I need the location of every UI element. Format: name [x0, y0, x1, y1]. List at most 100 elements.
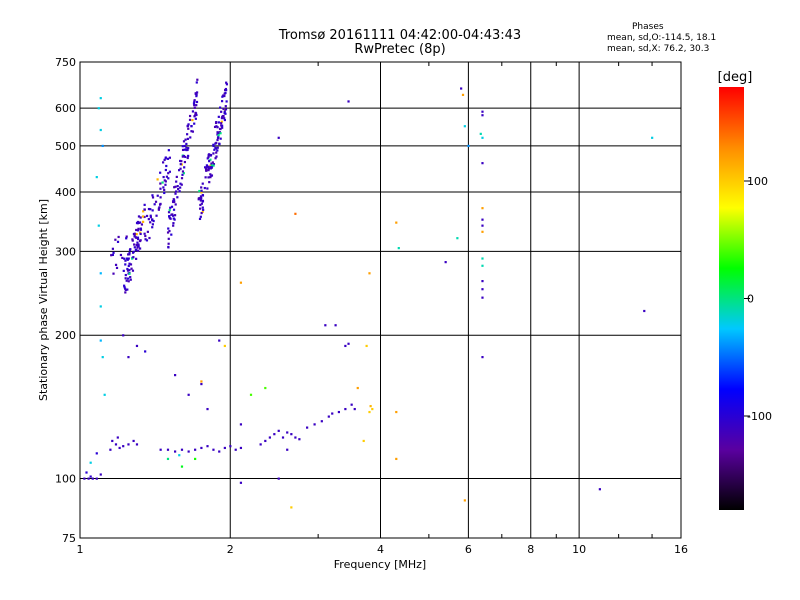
data-point	[168, 209, 171, 212]
data-point	[163, 188, 166, 192]
data-point	[186, 125, 189, 128]
data-point	[152, 219, 155, 223]
data-point	[187, 154, 190, 158]
data-point	[223, 117, 226, 120]
data-point	[212, 143, 215, 146]
data-point	[95, 477, 98, 480]
data-point	[156, 194, 159, 197]
data-point	[206, 407, 209, 411]
data-point	[481, 280, 484, 283]
data-point	[200, 191, 203, 194]
data-point	[183, 148, 186, 151]
colorbar-tick-label: 0	[747, 293, 754, 306]
data-point	[198, 189, 201, 193]
data-point	[224, 91, 227, 95]
data-point	[173, 186, 176, 189]
data-point	[277, 429, 280, 432]
data-point	[201, 194, 205, 197]
data-point	[195, 104, 198, 107]
data-point	[268, 436, 271, 439]
data-point	[123, 286, 126, 289]
data-point	[186, 133, 189, 136]
data-point	[149, 214, 152, 217]
data-point	[157, 207, 161, 210]
data-point	[167, 237, 170, 240]
data-point	[219, 132, 222, 135]
data-point	[456, 237, 459, 240]
x-axis-label: Frequency [MHz]	[334, 558, 426, 571]
data-point	[154, 200, 158, 203]
data-point	[83, 477, 86, 480]
data-point	[192, 102, 196, 105]
data-point	[137, 229, 140, 232]
data-point	[216, 131, 219, 134]
data-point	[239, 423, 243, 426]
data-point	[148, 236, 151, 240]
data-point	[170, 213, 173, 216]
data-point	[216, 146, 219, 149]
data-point	[212, 448, 215, 451]
data-point	[166, 457, 170, 461]
data-point	[210, 162, 213, 165]
data-point	[131, 238, 134, 241]
data-point	[139, 228, 143, 231]
data-point	[481, 288, 484, 291]
data-point	[481, 264, 484, 267]
data-point	[219, 137, 222, 140]
data-point	[395, 410, 398, 414]
data-point	[188, 118, 192, 121]
data-point	[198, 217, 202, 221]
data-point	[173, 214, 177, 217]
data-point	[143, 203, 146, 206]
data-point	[99, 305, 102, 308]
data-point	[135, 243, 138, 247]
data-point	[114, 238, 117, 241]
data-point	[210, 164, 213, 167]
data-point	[191, 119, 194, 122]
data-point	[131, 239, 134, 242]
data-point	[223, 110, 226, 113]
data-point	[259, 443, 262, 446]
data-point	[294, 212, 297, 215]
data-point	[209, 173, 212, 176]
y-tick-label: 600	[55, 102, 76, 115]
data-point	[481, 224, 484, 227]
data-point	[135, 257, 138, 260]
data-point	[463, 125, 466, 128]
data-point	[179, 182, 182, 185]
data-point	[175, 180, 178, 183]
y-tick-label: 200	[55, 329, 76, 342]
data-point	[112, 251, 115, 254]
data-point	[132, 256, 135, 259]
data-point	[164, 156, 167, 159]
data-point	[124, 277, 127, 280]
data-point	[217, 121, 220, 124]
data-point	[99, 97, 102, 100]
data-point	[124, 288, 127, 292]
data-point	[207, 176, 210, 179]
data-point	[212, 163, 216, 166]
data-point	[395, 221, 398, 224]
data-point	[128, 269, 131, 272]
data-point	[223, 344, 226, 348]
data-point	[286, 448, 289, 451]
data-point	[193, 100, 196, 103]
data-point	[189, 136, 192, 139]
data-point	[183, 144, 186, 148]
data-point	[220, 110, 223, 113]
data-point	[137, 249, 140, 252]
data-point	[481, 110, 484, 113]
data-point	[202, 208, 205, 211]
plot-frame	[79, 61, 682, 539]
data-point	[218, 450, 221, 453]
colorbar-tick-label: -100	[747, 410, 772, 423]
y-tick-label: 75	[62, 532, 76, 545]
data-point	[331, 412, 334, 415]
data-point	[183, 166, 186, 169]
phases-o-stats: mean, sd,O:-114.5, 18.1	[607, 33, 717, 43]
data-point	[144, 238, 147, 241]
data-point	[201, 210, 204, 213]
data-point	[174, 192, 177, 195]
data-point	[151, 209, 154, 212]
data-point	[181, 170, 185, 173]
